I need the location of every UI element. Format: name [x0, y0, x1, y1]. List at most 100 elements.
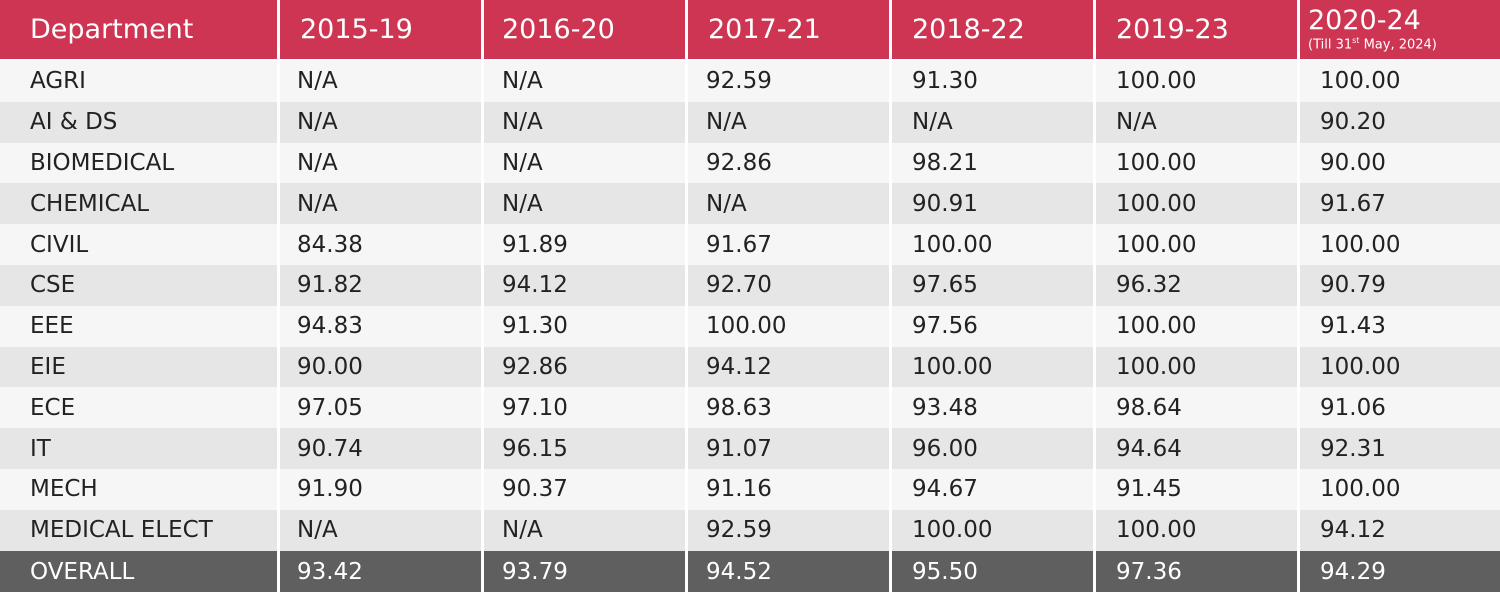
table-row: CHEMICAL N/A N/A N/A 90.91 100.00 91.67	[0, 183, 1500, 225]
table-row: AI & DS N/A N/A N/A N/A N/A 90.20	[0, 101, 1500, 143]
value-cell: N/A	[1096, 101, 1300, 143]
value-cell: 100.00	[1096, 183, 1300, 225]
header-year: 2015-19	[280, 0, 484, 59]
value-cell: 93.48	[892, 387, 1096, 429]
value-cell: 92.86	[484, 346, 688, 388]
value-cell: 92.86	[688, 142, 892, 184]
value-cell: 96.00	[892, 428, 1096, 469]
header-year-current: 2020-24 (Till 31st May, 2024)	[1300, 0, 1500, 59]
value-cell: N/A	[484, 142, 688, 184]
value-cell: N/A	[688, 101, 892, 143]
value-cell: 98.21	[892, 142, 1096, 184]
value-cell: N/A	[484, 61, 688, 102]
value-cell: 100.00	[688, 305, 892, 347]
value-cell: 94.12	[484, 265, 688, 306]
overall-value: 97.36	[1096, 551, 1300, 592]
table-row: EEE 94.83 91.30 100.00 97.56 100.00 91.43	[0, 305, 1500, 347]
department-cell: ECE	[0, 387, 280, 429]
value-cell: N/A	[280, 509, 484, 551]
value-cell: 94.67	[892, 469, 1096, 510]
table-row: AGRI N/A N/A 92.59 91.30 100.00 100.00	[0, 61, 1500, 102]
overall-label: OVERALL	[0, 551, 280, 592]
value-cell: 91.90	[280, 469, 484, 510]
overall-value: 93.79	[484, 551, 688, 592]
value-cell: 90.00	[1320, 149, 1386, 176]
value-cell: 98.64	[1096, 387, 1300, 429]
department-cell: CSE	[0, 265, 280, 306]
value-cell: 100.00	[1096, 142, 1300, 184]
header-year: 2018-22	[892, 0, 1096, 59]
table-row: BIOMEDICAL N/A N/A 92.86 98.21 100.00 90.00	[0, 142, 1500, 184]
value-cell: 91.45	[1096, 469, 1300, 510]
value-cell: N/A	[484, 509, 688, 551]
header-year-note: (Till 31st May, 2024)	[1308, 36, 1437, 53]
department-cell: AGRI	[0, 61, 280, 102]
value-cell: 97.56	[892, 305, 1096, 347]
value-cell: N/A	[280, 101, 484, 143]
value-cell: 94.83	[280, 305, 484, 347]
value-cell: 90.91	[892, 183, 1096, 225]
table-row: EIE 90.00 92.86 94.12 100.00 100.00 100.00	[0, 346, 1500, 388]
value-cell: 100.00	[1096, 224, 1300, 265]
value-cell: 97.65	[892, 265, 1096, 306]
value-cell: 94.12	[688, 346, 892, 388]
overall-value: 94.52	[688, 551, 892, 592]
value-cell: 96.15	[484, 428, 688, 469]
value-cell: 91.06	[1320, 394, 1386, 421]
value-cell: 91.67	[1320, 190, 1386, 217]
value-cell: 94.64	[1096, 428, 1300, 469]
value-cell: N/A	[280, 61, 484, 102]
table-row: CSE 91.82 94.12 92.70 97.65 96.32 90.79	[0, 265, 1500, 306]
value-cell: 91.67	[688, 224, 892, 265]
department-cell: MECH	[0, 469, 280, 510]
department-cell: CIVIL	[0, 224, 280, 265]
value-cell: 91.30	[892, 61, 1096, 102]
overall-value: 93.42	[280, 551, 484, 592]
table-row: ECE 97.05 97.10 98.63 93.48 98.64 91.06	[0, 387, 1500, 429]
value-cell: 100.00	[1096, 509, 1300, 551]
value-cell: 91.43	[1320, 313, 1386, 340]
overall-row: OVERALL 93.42 93.79 94.52 95.50 97.36 94…	[0, 551, 1500, 592]
value-cell: 98.63	[688, 387, 892, 429]
value-cell: 100.00	[1320, 231, 1401, 258]
table-header: Department 2015-19 2016-20 2017-21 2018-…	[0, 0, 1500, 59]
table-row: MEDICAL ELECT N/A N/A 92.59 100.00 100.00 94.1…	[0, 509, 1500, 551]
value-cell: 90.00	[280, 346, 484, 388]
value-cell: 90.37	[484, 469, 688, 510]
value-cell: 92.59	[688, 509, 892, 551]
value-cell: 100.00	[892, 224, 1096, 265]
table-row: IT 90.74 96.15 91.07 96.00 94.64 92.31	[0, 428, 1500, 469]
department-cell: MEDICAL ELECT	[0, 509, 280, 551]
value-cell: 100.00	[1096, 346, 1300, 388]
value-cell: N/A	[484, 101, 688, 143]
department-cell: BIOMEDICAL	[0, 142, 280, 184]
department-cell: EEE	[0, 305, 280, 347]
value-cell: 100.00	[1096, 61, 1300, 102]
header-year-label: 2020-24	[1308, 5, 1421, 37]
value-cell: 90.79	[1320, 272, 1386, 299]
value-cell: 100.00	[892, 509, 1096, 551]
value-cell: 91.16	[688, 469, 892, 510]
value-cell: 91.89	[484, 224, 688, 265]
header-year: 2017-21	[688, 0, 892, 59]
department-cell: AI & DS	[0, 101, 280, 143]
value-cell: N/A	[892, 101, 1096, 143]
value-cell: 96.32	[1096, 265, 1300, 306]
value-cell: 90.20	[1320, 109, 1386, 136]
value-cell: 92.70	[688, 265, 892, 306]
value-cell: N/A	[484, 183, 688, 225]
value-cell: 100.00	[1096, 305, 1300, 347]
value-cell: N/A	[280, 183, 484, 225]
overall-value: 95.50	[892, 551, 1096, 592]
department-cell: IT	[0, 428, 280, 469]
overall-value: 94.29	[1320, 558, 1386, 585]
header-year: 2019-23	[1096, 0, 1300, 59]
header-year: 2016-20	[484, 0, 688, 59]
value-cell: 92.59	[688, 61, 892, 102]
value-cell: 91.30	[484, 305, 688, 347]
value-cell: N/A	[688, 183, 892, 225]
value-cell: 94.12	[1320, 517, 1386, 544]
value-cell: 92.31	[1320, 435, 1386, 462]
table-row: CIVIL 84.38 91.89 91.67 100.00 100.00 100.00	[0, 224, 1500, 265]
